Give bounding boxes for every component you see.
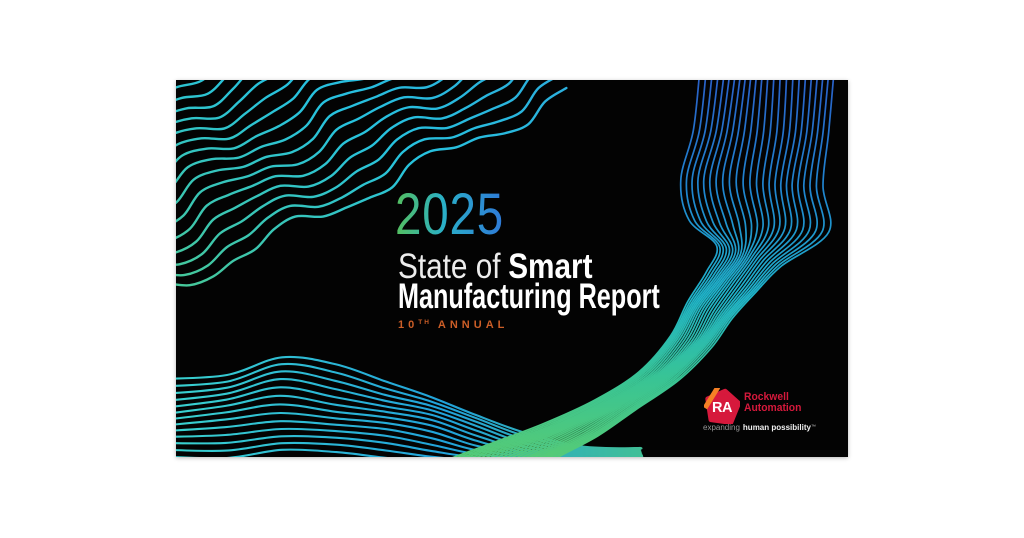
ra-monogram-text: RA (712, 400, 733, 416)
year-heading: 2025 (395, 183, 555, 248)
brand-name-line2: Automation (744, 401, 802, 414)
tagline-regular: expanding (703, 423, 740, 432)
title-line-2: Manufacturing Report (398, 277, 762, 316)
brand-name: Rockwell Automation (744, 392, 801, 413)
tagline-bold: human possibility (742, 423, 811, 432)
brand-name-line1: Rockwell (744, 391, 789, 403)
contour-wave-right-sweep (452, 80, 835, 457)
title-line-1: State of Smart (398, 249, 762, 284)
contour-wave-top-left (176, 80, 568, 298)
rockwell-automation-logo: RA Rockwell Automation expanding human po… (703, 388, 834, 440)
edition-ordinal-suffix: TH (418, 319, 431, 326)
contour-wave-art (176, 80, 835, 457)
year-gradient-text: 2025 (395, 183, 504, 248)
edition-word: ANNUAL (437, 319, 509, 331)
brand-tagline: expanding human possibility™ (703, 423, 816, 432)
year-text: 2025 (395, 190, 504, 242)
ra-monogram-icon: RA (704, 388, 740, 424)
title-line2-text: Manufacturing Report (398, 277, 660, 316)
edition-number: 10 (398, 319, 419, 331)
title-bold-text: Smart (508, 247, 593, 286)
trademark-symbol: ™ (810, 424, 816, 430)
report-title: State of Smart Manufacturing Report (398, 249, 762, 316)
edition-label: 10TH ANNUAL (398, 319, 508, 331)
report-cover-card: 2025 State of Smart Manufacturing Report … (176, 80, 848, 457)
title-regular-text: State of (398, 247, 501, 286)
